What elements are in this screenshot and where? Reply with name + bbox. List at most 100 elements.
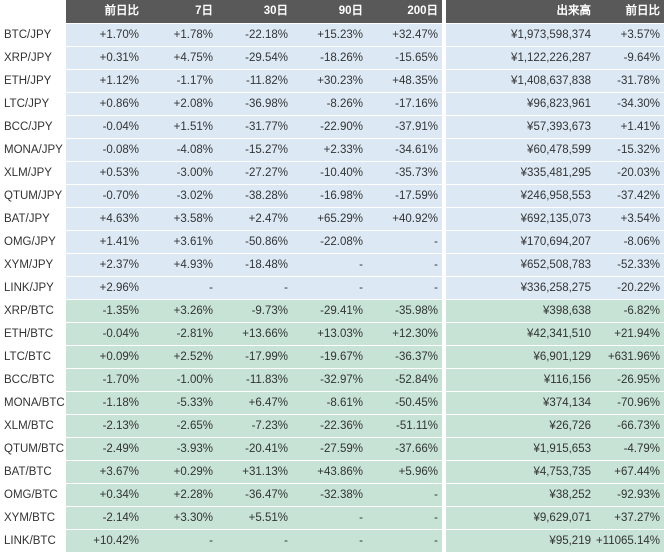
pair-label: XLM/BTC: [0, 415, 66, 438]
cell-d200: +32.47%: [367, 24, 442, 47]
table-row: QTUM/JPY -0.70% -3.02% -38.28% -16.98% -17.59…: [0, 185, 664, 208]
cell-d200: +48.35%: [367, 70, 442, 93]
cell-d200: +12.30%: [367, 323, 442, 346]
cell-d30: -50.86%: [217, 231, 292, 254]
cell-d30: -11.82%: [217, 70, 292, 93]
cell-d30: +13.66%: [217, 323, 292, 346]
cell-d7: +1.51%: [143, 116, 217, 139]
pair-label: XRP/BTC: [0, 300, 66, 323]
cell-day: +2.96%: [66, 277, 143, 300]
cell-d7: +2.28%: [143, 484, 217, 507]
cell-d30: -15.27%: [217, 139, 292, 162]
cell-vol-day: -26.95%: [595, 369, 664, 392]
pair-label: MONA/BTC: [0, 392, 66, 415]
cell-day: +1.70%: [66, 24, 143, 47]
cell-vol-day: -52.33%: [595, 254, 664, 277]
cell-d90: -32.97%: [292, 369, 367, 392]
cell-vol-day: -4.79%: [595, 438, 664, 461]
pair-label: MONA/JPY: [0, 139, 66, 162]
cell-vol-day: +631.96%: [595, 346, 664, 369]
cell-d200: -: [367, 277, 442, 300]
cell-d30: +5.51%: [217, 507, 292, 530]
pair-label: XLM/JPY: [0, 162, 66, 185]
pair-label: OMG/BTC: [0, 484, 66, 507]
table-row: MONA/BTC -1.18% -5.33% +6.47% -8.61% -50.45% ¥…: [0, 392, 664, 415]
cell-d90: -19.67%: [292, 346, 367, 369]
cell-volume: ¥336,258,275: [446, 277, 595, 300]
header-d90: 90日: [292, 0, 367, 23]
cell-d7: -2.65%: [143, 415, 217, 438]
cell-vol-day: +21.94%: [595, 323, 664, 346]
cell-d30: -: [217, 277, 292, 300]
cell-vol-day: -9.64%: [595, 47, 664, 70]
cell-volume: ¥1,122,226,287: [446, 47, 595, 70]
table-row: BAT/BTC +3.67% +0.29% +31.13% +43.86% +5.96% ¥…: [0, 461, 664, 484]
pair-label: BCC/JPY: [0, 116, 66, 139]
cell-d7: -: [143, 277, 217, 300]
cell-d90: -22.90%: [292, 116, 367, 139]
pair-label: LTC/BTC: [0, 346, 66, 369]
table-row: OMG/JPY +1.41% +3.61% -50.86% -22.08% - ¥170,6…: [0, 231, 664, 254]
cell-d90: -10.40%: [292, 162, 367, 185]
cell-d200: -35.73%: [367, 162, 442, 185]
cell-d90: +43.86%: [292, 461, 367, 484]
header-pair: [0, 0, 66, 23]
cell-volume: ¥4,753,735: [446, 461, 595, 484]
cell-volume: ¥1,973,598,374: [446, 24, 595, 47]
cell-d7: +3.26%: [143, 300, 217, 323]
table-row: BTC/JPY +1.70% +1.78% -22.18% +15.23% +32.47%…: [0, 24, 664, 47]
pair-label: XYM/JPY: [0, 254, 66, 277]
cell-vol-day: +37.27%: [595, 507, 664, 530]
cell-d200: -17.16%: [367, 93, 442, 116]
pair-label: LINK/JPY: [0, 277, 66, 300]
cell-volume: ¥42,341,510: [446, 323, 595, 346]
cell-d7: -4.08%: [143, 139, 217, 162]
cell-d30: -27.27%: [217, 162, 292, 185]
cell-d200: -35.98%: [367, 300, 442, 323]
cell-day: -2.49%: [66, 438, 143, 461]
table-row: LINK/BTC +10.42% - - - - ¥95,219 +11065.14%: [0, 530, 664, 553]
cell-d90: -: [292, 277, 367, 300]
cell-d30: +31.13%: [217, 461, 292, 484]
cell-d90: +15.23%: [292, 24, 367, 47]
cell-volume: ¥335,481,295: [446, 162, 595, 185]
cell-d200: -51.11%: [367, 415, 442, 438]
cell-d30: -9.73%: [217, 300, 292, 323]
table-row: XRP/BTC -1.35% +3.26% -9.73% -29.41% -35.98% ¥…: [0, 300, 664, 323]
cell-d7: -5.33%: [143, 392, 217, 415]
cell-d30: -22.18%: [217, 24, 292, 47]
cell-day: -1.70%: [66, 369, 143, 392]
cell-volume: ¥1,408,637,838: [446, 70, 595, 93]
pair-label: BCC/BTC: [0, 369, 66, 392]
cell-d30: -29.54%: [217, 47, 292, 70]
cell-d200: -37.66%: [367, 438, 442, 461]
cell-volume: ¥692,135,073: [446, 208, 595, 231]
table-row: XYM/BTC -2.14% +3.30% +5.51% - - ¥9,629,071 +37…: [0, 507, 664, 530]
cell-volume: ¥1,915,653: [446, 438, 595, 461]
cell-volume: ¥57,393,673: [446, 116, 595, 139]
header-row: 前日比 7日 30日 90日 200日 出来高 前日比: [0, 0, 664, 23]
cell-vol-day: -15.32%: [595, 139, 664, 162]
cell-day: +1.12%: [66, 70, 143, 93]
cell-d30: -11.83%: [217, 369, 292, 392]
table-row: LTC/BTC +0.09% +2.52% -17.99% -19.67% -36.37%…: [0, 346, 664, 369]
cell-d7: +3.58%: [143, 208, 217, 231]
cell-volume: ¥60,478,599: [446, 139, 595, 162]
cell-d90: -29.41%: [292, 300, 367, 323]
pair-label: ETH/JPY: [0, 70, 66, 93]
cell-vol-day: -31.78%: [595, 70, 664, 93]
cell-d7: +0.29%: [143, 461, 217, 484]
cell-d30: -38.28%: [217, 185, 292, 208]
cell-vol-day: -34.30%: [595, 93, 664, 116]
cell-vol-day: +1.41%: [595, 116, 664, 139]
pair-label: ETH/BTC: [0, 323, 66, 346]
cell-vol-day: -8.06%: [595, 231, 664, 254]
pair-label: BAT/JPY: [0, 208, 66, 231]
cell-d7: -3.00%: [143, 162, 217, 185]
cell-d200: -: [367, 507, 442, 530]
table-row: ETH/BTC -0.04% -2.81% +13.66% +13.03% +12.30%…: [0, 323, 664, 346]
cell-d90: -22.08%: [292, 231, 367, 254]
header-d30: 30日: [217, 0, 292, 23]
cell-d200: -: [367, 254, 442, 277]
cell-d90: +30.23%: [292, 70, 367, 93]
